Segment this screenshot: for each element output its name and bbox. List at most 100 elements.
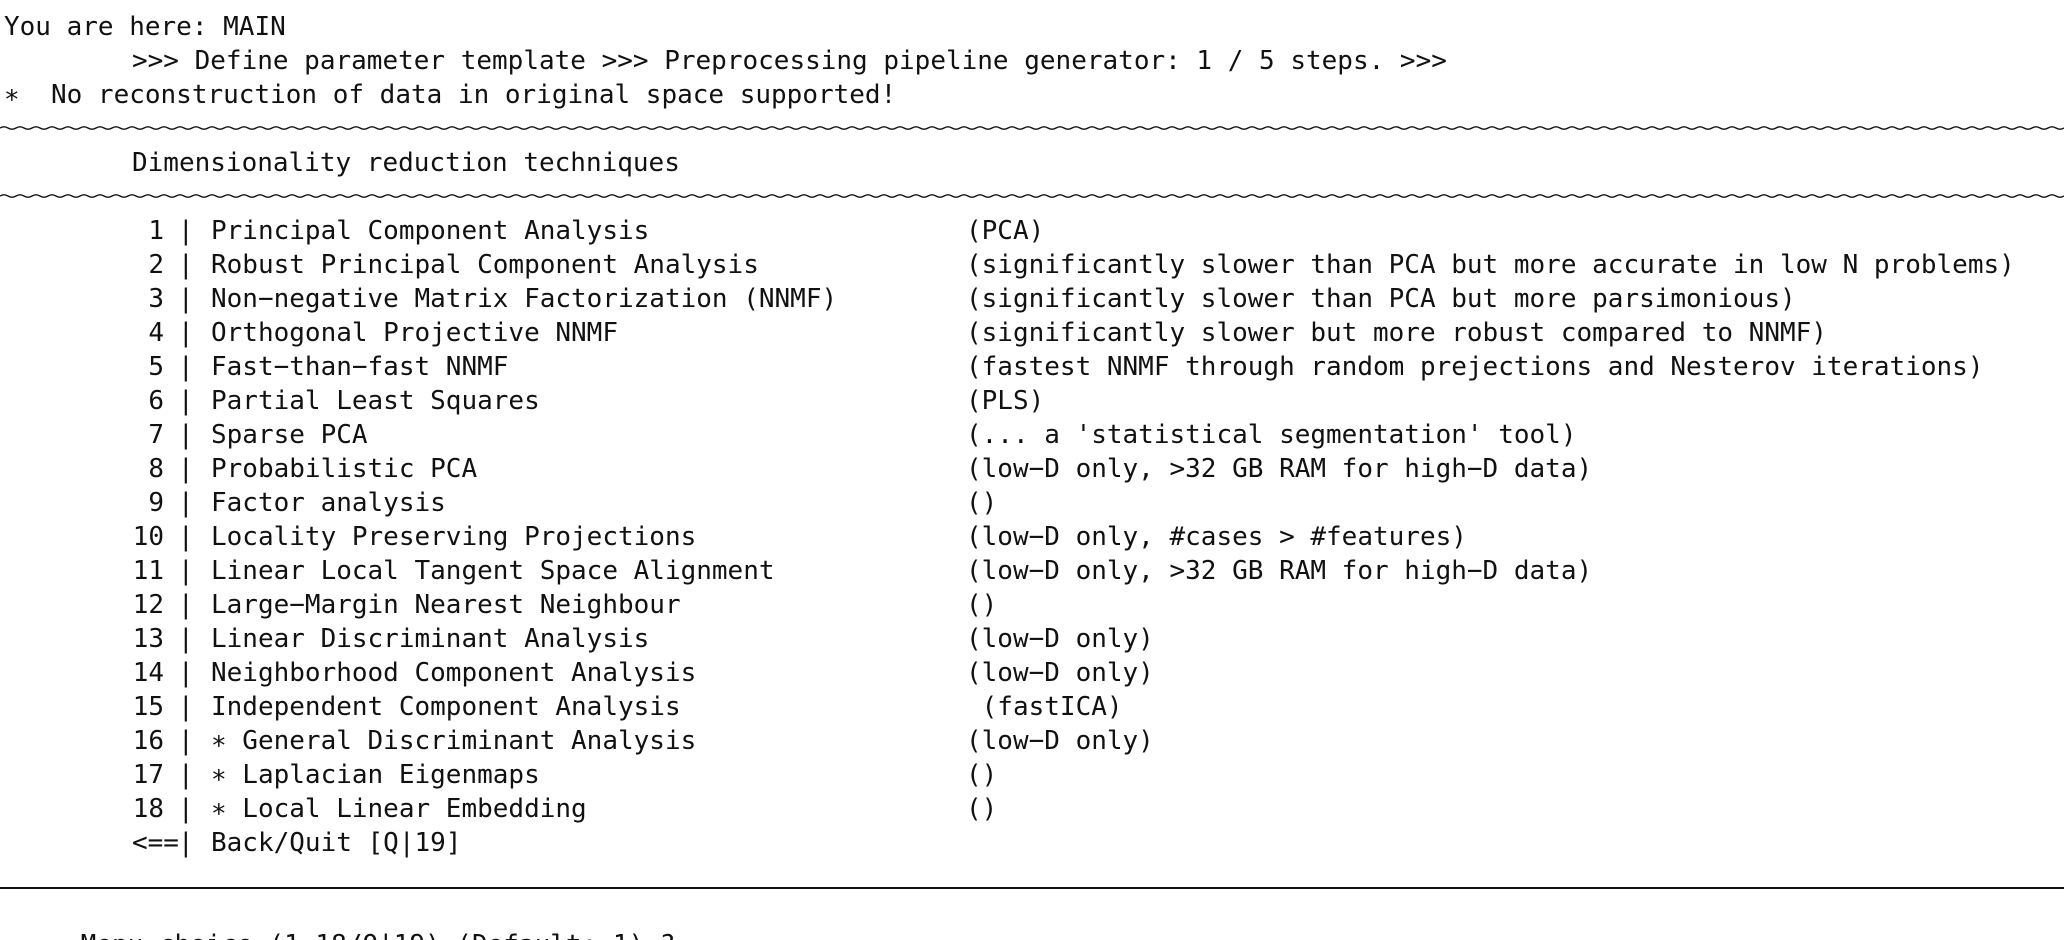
menu-item-separator: | [178, 386, 194, 416]
menu-item-label: Locality Preserving Projections [211, 522, 697, 552]
menu-item-note: (low−D only, >32 GB RAM for high−D data) [966, 454, 1593, 484]
menu-item-separator: | [178, 488, 194, 518]
menu-item-note: (PLS) [966, 386, 1045, 416]
menu-item-note: (fastest NNMF through random prejections… [966, 352, 1984, 382]
menu-item-label: Large−Margin Nearest Neighbour [211, 590, 681, 620]
menu-item-label: Non−negative Matrix Factorization (NNMF) [211, 284, 838, 314]
menu-item-separator: | [178, 216, 194, 246]
menu-item-separator: | [178, 420, 194, 450]
menu-item-number: 5 [148, 352, 164, 382]
menu-item-note: (PCA) [966, 216, 1045, 246]
menu-item-number: 17 [132, 760, 164, 790]
menu-item-label: Linear Discriminant Analysis [211, 624, 650, 654]
divider-rule [0, 887, 2064, 889]
menu-item-label: Robust Principal Component Analysis [211, 250, 759, 280]
menu-item-separator: | [178, 250, 194, 280]
menu-item-number: 14 [132, 658, 164, 688]
section-title: Dimensionality reduction techniques [132, 148, 680, 178]
menu-item-13[interactable]: 13 | Linear Discriminant Analysis (low−D on… [0, 622, 2064, 656]
wave-divider-top [0, 124, 2064, 132]
menu-item-3[interactable]: 3 | Non−negative Matrix Factorization (NNM… [0, 282, 2064, 316]
wave-divider-bottom [0, 192, 2064, 200]
menu-item-separator: | [178, 590, 194, 620]
menu-item-note: () [966, 760, 998, 790]
menu-item-label: Factor analysis [211, 488, 446, 518]
menu-item-number: 3 [148, 284, 164, 314]
menu-item-9[interactable]: 9 | Factor analysis () [0, 486, 2064, 520]
menu-item-15[interactable]: 15 | Independent Component Analysis (fastI… [0, 690, 2064, 724]
menu-item-note: () [966, 488, 998, 518]
menu-item-11[interactable]: 11 | Linear Local Tangent Space Alignment (… [0, 554, 2064, 588]
breadcrumb: >>> Define parameter template >>> Prepro… [132, 46, 1447, 76]
back-arrow-icon: <== [132, 828, 179, 858]
menu-item-2[interactable]: 2 | Robust Principal Component Analysis (si… [0, 248, 2064, 282]
menu-item-number: 12 [132, 590, 164, 620]
menu-item-note: (low−D only, #cases > #features) [966, 522, 1467, 552]
menu-item-8[interactable]: 8 | Probabilistic PCA (low−D only, >32 GB R… [0, 452, 2064, 486]
menu-item-18[interactable]: 18 | ∗ Local Linear Embedding () [0, 792, 2064, 826]
menu-item-separator: | [178, 726, 194, 756]
menu-item-separator: | [178, 658, 194, 688]
menu-item-note: (low−D only) [966, 726, 1154, 756]
menu-item-number: 18 [132, 794, 164, 824]
menu-item-note: (significantly slower but more robust co… [966, 318, 1827, 348]
prompt-text: Menu choice (1−18/Q|19) (Default: 1) ? [81, 930, 676, 940]
menu-item-label: ∗ Local Linear Embedding [211, 794, 587, 824]
menu-item-16[interactable]: 16 | ∗ General Discriminant Analysis (low−D… [0, 724, 2064, 758]
menu-item-separator: | [178, 454, 194, 484]
menu-item-number: 15 [132, 692, 164, 722]
menu-item-number: 7 [148, 420, 164, 450]
menu-item-separator: | [178, 828, 194, 858]
input-cursor[interactable] [675, 928, 689, 940]
menu-item-number: 6 [148, 386, 164, 416]
menu-item-separator: | [178, 760, 194, 790]
menu-item-1[interactable]: 1 | Principal Component Analysis (PCA) [0, 214, 2064, 248]
menu-item-separator: | [178, 318, 194, 348]
menu-item-label: Principal Component Analysis [211, 216, 650, 246]
menu-item-number: 1 [148, 216, 164, 246]
menu-item-14[interactable]: 14 | Neighborhood Component Analysis (low−D… [0, 656, 2064, 690]
menu-item-number: 4 [148, 318, 164, 348]
menu-item-4[interactable]: 4 | Orthogonal Projective NNMF (significant… [0, 316, 2064, 350]
menu-item-6[interactable]: 6 | Partial Least Squares (PLS) [0, 384, 2064, 418]
menu-item-label: ∗ Laplacian Eigenmaps [211, 760, 540, 790]
menu-item-number: 11 [132, 556, 164, 586]
footnote-line: ∗ No reconstruction of data in original … [4, 80, 897, 110]
menu-item-label: Linear Local Tangent Space Alignment [211, 556, 775, 586]
menu-item-number: 10 [132, 522, 164, 552]
menu-item-number: 8 [148, 454, 164, 484]
menu-item-note: (... a 'statistical segmentation' tool) [966, 420, 1577, 450]
menu-item-note: (low−D only) [966, 624, 1154, 654]
menu-item-separator: | [178, 556, 194, 586]
menu-item-separator: | [178, 624, 194, 654]
menu-item-number: 9 [148, 488, 164, 518]
menu-item-separator: | [178, 522, 194, 552]
menu-item-note: (significantly slower than PCA but more … [966, 284, 1796, 314]
menu-item-separator: | [178, 284, 194, 314]
menu-item-separator: | [178, 352, 194, 382]
menu-item-note: () [966, 590, 998, 620]
menu-item-label: Partial Least Squares [211, 386, 540, 416]
menu-item-number: 13 [132, 624, 164, 654]
menu-item-10[interactable]: 10 | Locality Preserving Projections (low−D… [0, 520, 2064, 554]
menu-item-note: (fastICA) [966, 692, 1123, 722]
menu-choice-prompt[interactable]: Menu choice (1−18/Q|19) (Default: 1) ? [18, 894, 689, 940]
menu-item-label: Sparse PCA [211, 420, 368, 450]
menu-item-label: ∗ General Discriminant Analysis [211, 726, 697, 756]
menu-item-7[interactable]: 7 | Sparse PCA (... a 'statistical segmenta… [0, 418, 2064, 452]
menu-item-number: 16 [132, 726, 164, 756]
menu-item-label: Fast−than−fast NNMF [211, 352, 509, 382]
menu-item-separator: | [178, 692, 194, 722]
menu-item-17[interactable]: 17 | ∗ Laplacian Eigenmaps () [0, 758, 2064, 792]
menu-item-note: (significantly slower than PCA but more … [966, 250, 2015, 280]
menu-item-note: () [966, 794, 998, 824]
menu-item-back-quit[interactable]: <== | Back/Quit [Q|19] [0, 826, 2064, 860]
menu-item-5[interactable]: 5 | Fast−than−fast NNMF (fastest NNMF throu… [0, 350, 2064, 384]
menu-item-12[interactable]: 12 | Large−Margin Nearest Neighbour () [0, 588, 2064, 622]
location-line: You are here: MAIN [4, 12, 286, 42]
back-quit-label: Back/Quit [Q|19] [211, 828, 462, 858]
menu-item-label: Neighborhood Component Analysis [211, 658, 697, 688]
menu-item-label: Orthogonal Projective NNMF [211, 318, 618, 348]
menu-item-number: 2 [148, 250, 164, 280]
